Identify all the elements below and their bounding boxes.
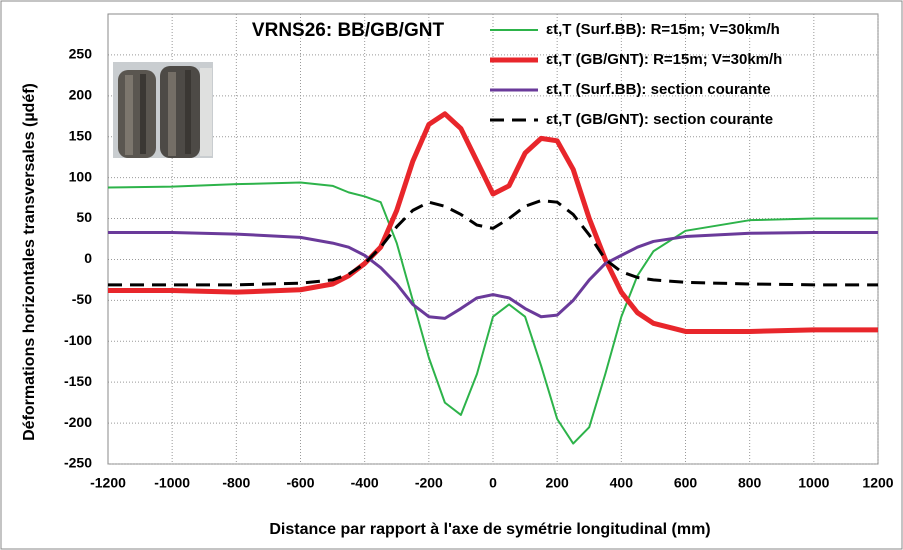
x-tick-label: -600: [286, 475, 314, 491]
x-axis-label: Distance par rapport à l'axe de symétrie…: [269, 521, 710, 538]
y-tick-label: -100: [64, 332, 92, 348]
y-tick-label: 200: [69, 87, 93, 103]
y-tick-label: 100: [69, 168, 93, 184]
x-tick-label: 1200: [862, 475, 893, 491]
x-tick-label: 200: [545, 475, 569, 491]
x-tick-label: 1000: [798, 475, 829, 491]
legend-label: εt,T (GB/GNT): R=15m; V=30km/h: [546, 51, 782, 68]
y-tick-label: 150: [69, 127, 93, 143]
y-tick-label: -200: [64, 414, 92, 430]
y-axis-label: Déformations horizontales transversales …: [21, 83, 38, 441]
y-tick-label: -50: [72, 291, 92, 307]
y-tick-label: 250: [69, 46, 93, 62]
legend-label: εt,T (GB/GNT): section courante: [546, 111, 773, 128]
y-tick-label: 0: [84, 250, 92, 266]
chart-title: VRNS26: BB/GB/GNT: [252, 20, 445, 41]
x-tick-label: -400: [351, 475, 379, 491]
x-tick-label: -800: [222, 475, 250, 491]
y-tick-label: -250: [64, 455, 92, 471]
x-tick-label: -1000: [154, 475, 190, 491]
x-tick-label: 600: [674, 475, 698, 491]
y-tick-label: -150: [64, 373, 92, 389]
chart: VRNS26: BB/GB/GNT Distance par rapport à…: [0, 0, 903, 550]
y-tick-label: 50: [76, 209, 92, 225]
legend-label: εt,T (Surf.BB): R=15m; V=30km/h: [546, 21, 780, 38]
x-tick-label: 800: [738, 475, 762, 491]
x-tick-label: 0: [489, 475, 497, 491]
x-tick-label: 400: [610, 475, 634, 491]
tire-photo: [113, 62, 213, 158]
legend-label: εt,T (Surf.BB): section courante: [546, 81, 771, 98]
x-tick-label: -200: [415, 475, 443, 491]
x-tick-label: -1200: [90, 475, 126, 491]
